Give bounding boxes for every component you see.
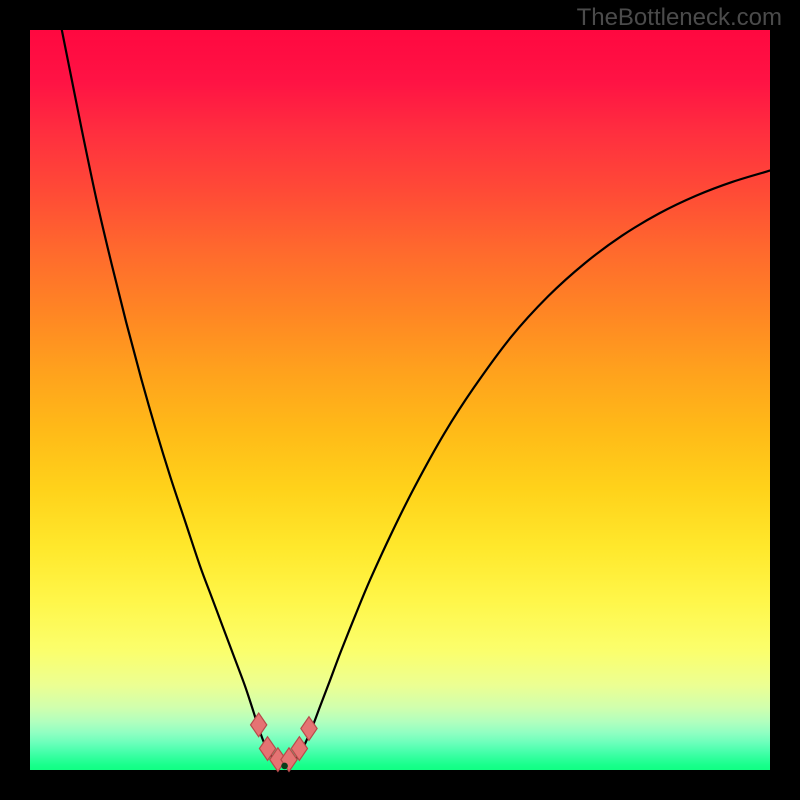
bottleneck-chart: TheBottleneck.com	[0, 0, 800, 800]
chart-svg	[0, 0, 800, 800]
watermark-text: TheBottleneck.com	[577, 4, 782, 32]
nadir-dot	[281, 763, 288, 770]
plot-background	[30, 30, 770, 770]
